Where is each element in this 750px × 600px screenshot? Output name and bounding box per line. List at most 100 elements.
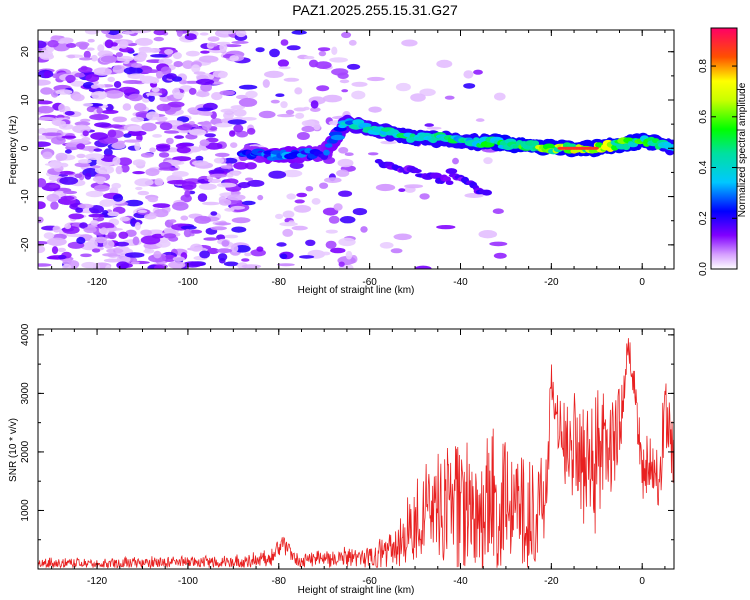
spectral-noise-blob	[132, 171, 145, 175]
spectral-noise-blob	[236, 130, 249, 138]
spectral-noise-blob	[148, 94, 155, 102]
spectral-noise-blob	[148, 254, 167, 263]
y-tick-label: -10	[20, 189, 31, 204]
spectral-noise-blob	[424, 123, 435, 127]
spectral-noise-blob	[39, 53, 55, 60]
spectral-noise-blob	[112, 156, 121, 166]
x-tick-label: 0	[639, 277, 645, 288]
spectral-noise-blob	[172, 201, 189, 211]
spectral-noise-blob	[82, 130, 89, 137]
spectral-noise-blob	[137, 209, 148, 213]
spectral-noise-blob	[347, 63, 361, 70]
spectral-noise-blob	[74, 72, 86, 78]
spectral-noise-blob	[313, 122, 321, 131]
spectral-noise-blob	[135, 186, 143, 191]
spectral-noise-blob	[64, 111, 75, 116]
spectral-noise-blob	[106, 248, 124, 254]
spectral-noise-blob	[303, 55, 315, 60]
spectral-noise-blob	[62, 263, 72, 269]
spectral-noise-blob	[131, 30, 152, 34]
spectral-noise-blob	[245, 162, 257, 170]
x-tick-label: -120	[87, 576, 107, 587]
spectral-noise-blob	[123, 139, 142, 143]
spectrogram-y-label: Frequency (Hz)	[8, 116, 19, 185]
spectral-noise-blob	[305, 239, 316, 246]
spectral-noise-blob	[302, 106, 310, 111]
spectral-noise-blob	[277, 263, 295, 267]
spectral-noise-blob	[208, 43, 218, 47]
spectral-noise-blob	[210, 226, 227, 231]
snr-x-label: Height of straight line (km)	[298, 585, 415, 596]
spectral-noise-blob	[38, 141, 51, 147]
spectral-noise-blob	[124, 199, 144, 207]
spectral-noise-blob	[227, 119, 247, 125]
spectral-noise-blob	[285, 109, 295, 115]
spectral-noise-blob	[94, 122, 112, 128]
spectral-noise-blob	[478, 230, 498, 239]
y-tick-label: 2000	[20, 440, 31, 463]
spectral-noise-blob	[165, 73, 177, 80]
spectral-noise-blob	[193, 71, 206, 75]
spectral-noise-blob	[305, 186, 314, 192]
spectral-noise-blob	[201, 120, 212, 130]
y-tick-label: 10	[20, 94, 31, 106]
y-tick-label: 3000	[20, 382, 31, 405]
spectral-noise-blob	[279, 253, 288, 260]
spectral-noise-blob	[245, 177, 254, 181]
snr-series-line	[38, 338, 674, 569]
colorbar-gradient	[710, 27, 738, 270]
spectral-noise-blob	[134, 103, 147, 112]
spectral-noise-blob	[203, 237, 218, 241]
spectral-noise-blob	[164, 49, 174, 55]
spectral-noise-blob	[51, 136, 66, 145]
spectral-noise-blob	[173, 61, 183, 68]
spectral-noise-blob	[215, 222, 232, 226]
spectral-noise-blob	[230, 142, 238, 149]
snr-frame	[37, 328, 675, 570]
spectral-noise-blob	[103, 258, 122, 263]
spectral-noise-blob	[183, 228, 192, 238]
spectral-noise-blob	[116, 261, 130, 269]
spectral-noise-blob	[100, 227, 107, 234]
spectral-noise-blob	[38, 241, 49, 245]
y-tick-label: 4000	[20, 323, 31, 346]
spectral-noise-blob	[102, 253, 122, 257]
spectral-noise-blob	[58, 254, 67, 260]
spectral-noise-blob	[169, 219, 177, 224]
x-tick-label: -60	[362, 277, 377, 288]
spectral-noise-blob	[110, 33, 123, 40]
spectral-noise-blob	[65, 74, 76, 83]
spectral-noise-blob	[296, 192, 308, 198]
spectral-noise-blob	[86, 47, 95, 51]
spectral-noise-blob	[138, 52, 148, 59]
spectral-noise-blob	[195, 91, 210, 98]
spectral-noise-blob	[295, 112, 305, 119]
spectral-noise-blob	[138, 48, 156, 53]
spectral-noise-blob	[473, 69, 483, 75]
spectral-noise-blob	[105, 90, 124, 99]
spectral-noise-blob	[47, 40, 59, 48]
spectral-noise-blob	[219, 43, 228, 52]
y-tick-label: 20	[20, 46, 31, 58]
y-tick-label: 0	[20, 145, 31, 151]
snr-axes: -120 -100 -80 -60 -40 -20 0 1000 2000 3000 4000	[20, 323, 675, 587]
spectral-noise-blob	[141, 122, 157, 132]
spectral-noise-blob	[162, 254, 177, 262]
spectral-noise-blob	[294, 199, 305, 204]
colorbar-tick-label: 0.2	[698, 211, 709, 225]
spectral-noise-blob	[38, 179, 47, 188]
spectral-noise-blob	[130, 261, 140, 265]
spectral-noise-blob	[134, 142, 141, 151]
x-tick-label: -100	[178, 576, 198, 587]
spectral-noise-blob	[493, 252, 507, 259]
spectral-noise-blob	[211, 92, 223, 101]
spectral-noise-blob	[117, 157, 133, 166]
spectral-noise-blob	[282, 228, 294, 237]
spectral-noise-blob	[241, 200, 256, 206]
spectral-noise-blob	[180, 215, 189, 221]
spectral-noise-blob	[345, 250, 353, 260]
spectral-noise-blob	[70, 80, 85, 87]
spectral-noise-blob	[38, 100, 53, 105]
spectral-noise-blob	[190, 243, 203, 252]
colorbar-tick-label: 0.0	[698, 262, 709, 276]
